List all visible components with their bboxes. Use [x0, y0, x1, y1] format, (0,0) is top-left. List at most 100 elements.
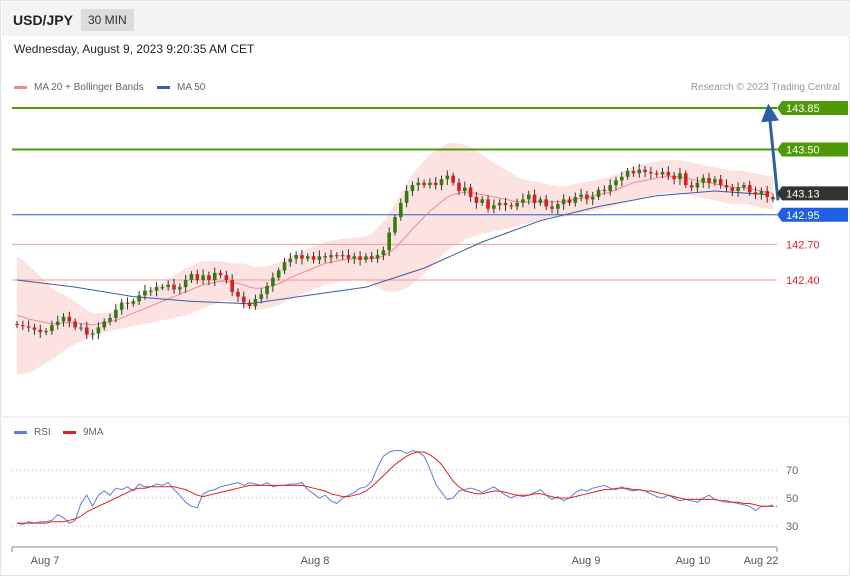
candle [346, 249, 351, 264]
candle-body [637, 169, 642, 174]
candle-body [585, 194, 589, 200]
level-label-142.40: 142.40 [786, 275, 820, 287]
research-credit: Research © 2023 Trading Central [690, 82, 840, 93]
candle-body [90, 333, 95, 335]
legend-label-rsi: RSI [34, 427, 51, 438]
candle [666, 166, 671, 181]
candle [439, 175, 444, 191]
candle-body [288, 258, 293, 263]
candle [393, 214, 397, 236]
candle-body [387, 232, 391, 251]
candle [38, 324, 43, 339]
candle-body [108, 317, 112, 322]
candle [195, 269, 200, 284]
candle-body [125, 302, 130, 304]
candle-body [526, 194, 531, 200]
candle-body [538, 199, 543, 203]
ma20-line [16, 176, 774, 326]
candle [457, 178, 461, 195]
candle [44, 328, 48, 336]
candle-body [654, 173, 659, 175]
rsi-tick-50: 50 [786, 493, 798, 505]
candle-body [718, 179, 723, 186]
candle-body [50, 325, 54, 332]
candle [125, 297, 130, 310]
candle-body [329, 255, 333, 258]
candle [707, 172, 711, 189]
candle-body [183, 280, 188, 288]
candle-body [241, 296, 246, 303]
candle [119, 298, 124, 315]
candle-body [276, 270, 281, 278]
candle [532, 189, 537, 209]
candle-body [457, 182, 461, 192]
candle [526, 190, 531, 205]
candle [759, 187, 764, 200]
candle-body [649, 172, 653, 174]
candle-body [765, 191, 769, 197]
rsi-tick-30: 30 [786, 521, 798, 533]
candle [521, 193, 525, 208]
x-axis-layer: Aug 7 Aug 8 Aug 9 Aug 10 Aug 22 [11, 546, 778, 567]
candle [300, 249, 304, 265]
candle [422, 179, 426, 189]
candle-body [596, 189, 601, 197]
candle [166, 280, 171, 291]
candle-body [154, 287, 159, 291]
legend-rsi: RSI [14, 427, 51, 438]
candle [672, 171, 676, 185]
candle [579, 188, 583, 202]
candle-body [730, 187, 735, 192]
candle [468, 183, 473, 203]
candle-body [358, 256, 362, 260]
candle [730, 183, 735, 197]
candle [683, 170, 688, 189]
candle [189, 271, 194, 283]
candle-body [15, 323, 19, 326]
candle [50, 320, 54, 335]
candle-body [21, 325, 25, 327]
candle [631, 166, 636, 177]
candle [585, 190, 589, 205]
timeframe-button[interactable]: 30 MIN [81, 9, 134, 31]
candle-body [160, 287, 165, 289]
candle [637, 163, 642, 178]
legend-label-ma20: MA 20 + Bollinger Bands [34, 82, 144, 93]
level-label-143.85: 143.85 [786, 103, 820, 115]
candle-body [375, 255, 380, 259]
candle [608, 179, 612, 196]
bollinger-band-layer [17, 142, 773, 375]
rsi-tick-70: 70 [786, 465, 798, 477]
candle-body [724, 185, 729, 188]
candle-body [468, 187, 473, 197]
candle-body [79, 327, 83, 329]
candle-body [172, 284, 176, 290]
candle [462, 181, 467, 196]
legend-swatch-9ma [63, 431, 76, 434]
candle-body [369, 256, 374, 259]
candle [561, 194, 566, 210]
candle [718, 174, 723, 189]
candle-body [224, 275, 229, 280]
candle-body [550, 206, 554, 209]
candle [550, 200, 554, 214]
candle-body [614, 180, 618, 186]
candle-body [300, 255, 304, 259]
candle [544, 194, 549, 211]
candle [265, 282, 269, 300]
candle [713, 176, 717, 186]
candle [678, 168, 682, 185]
candle-body [474, 196, 479, 203]
candle-body [399, 202, 403, 218]
level-label-142.95: 142.95 [786, 210, 820, 222]
candle-body [532, 194, 537, 203]
candle-body [678, 173, 682, 180]
candle-body [707, 177, 711, 183]
candle [207, 271, 211, 286]
level-lines-layer [12, 107, 777, 281]
candle [625, 167, 630, 180]
candle [55, 315, 60, 330]
candle-body [462, 187, 467, 192]
candle-body [230, 280, 234, 292]
legend-swatch-rsi [14, 431, 27, 434]
